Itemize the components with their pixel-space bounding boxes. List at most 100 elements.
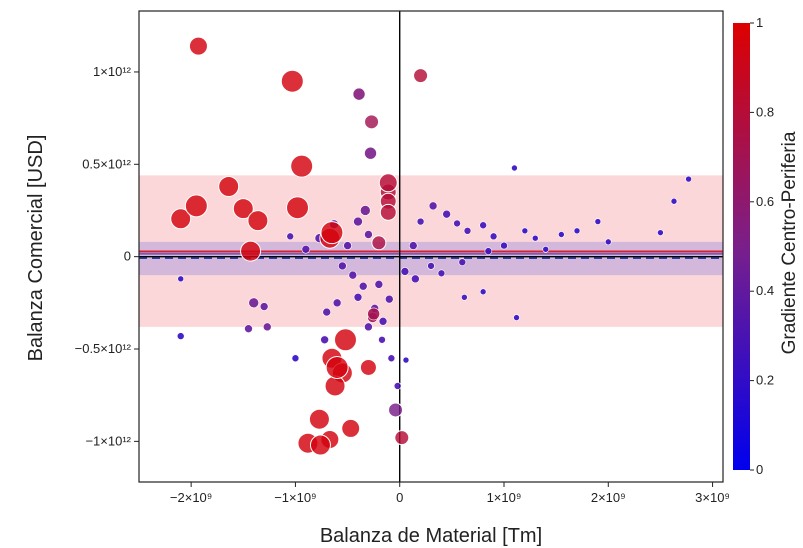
data-point <box>286 196 310 220</box>
data-point <box>358 281 368 291</box>
data-point <box>308 408 330 430</box>
x-axis-ticks: −2×10⁹ −1×10⁹ 0 1×10⁹ 2×10⁹ 3×10⁹ <box>170 482 730 505</box>
x-tick-label: −2×10⁹ <box>170 490 212 505</box>
data-point <box>290 154 314 178</box>
data-point <box>176 332 185 340</box>
x-tick-label: 0 <box>396 490 403 505</box>
y-tick-label: −1×10¹² <box>85 433 131 448</box>
data-point <box>542 245 550 253</box>
data-point <box>388 402 404 418</box>
data-point <box>394 430 410 446</box>
data-point <box>367 307 380 321</box>
y-tick-label: −0.5×10¹² <box>75 341 132 356</box>
data-point <box>240 240 262 262</box>
data-point <box>371 235 387 251</box>
data-point <box>458 258 467 267</box>
y-axis-ticks: 1×10¹² 0.5×10¹² 0 −0.5×10¹² −1×10¹² <box>75 64 139 448</box>
x-tick-label: 1×10⁹ <box>487 490 522 505</box>
y-tick-label: 1×10¹² <box>93 64 132 79</box>
data-point <box>387 354 396 363</box>
data-point <box>184 194 208 218</box>
data-point <box>400 267 410 276</box>
data-point <box>484 247 493 255</box>
colorbar-tick-label: 1 <box>756 15 763 30</box>
x-tick-label: 2×10⁹ <box>591 490 626 505</box>
data-point <box>309 434 331 456</box>
data-point <box>244 324 253 333</box>
data-point <box>364 114 380 130</box>
y-tick-label: 0 <box>124 249 131 264</box>
data-point <box>325 355 349 379</box>
data-point <box>461 293 468 301</box>
data-point <box>604 238 612 246</box>
data-point <box>218 175 240 197</box>
data-point <box>384 294 394 304</box>
y-axis-title: Balanza Comercial [USD] <box>25 135 47 362</box>
data-point <box>531 234 539 242</box>
data-point <box>685 175 692 183</box>
x-tick-label: −1×10⁹ <box>274 490 316 505</box>
plot-border <box>138 10 724 483</box>
data-point <box>513 314 520 321</box>
y-tick-label: 0.5×10¹² <box>82 156 131 171</box>
data-point <box>262 322 272 332</box>
colorbar-tick-label: 0.4 <box>756 283 774 298</box>
data-point <box>402 356 410 364</box>
colorbar-tick-label: 0.6 <box>756 194 774 209</box>
data-point <box>359 205 371 216</box>
data-point <box>489 232 498 241</box>
data-point <box>353 292 363 302</box>
data-point <box>427 262 435 270</box>
data-point <box>411 274 420 284</box>
data-point <box>416 217 425 226</box>
data-point <box>301 244 311 254</box>
data-point <box>479 221 487 230</box>
colorbar-title: Gradiente Centro-Periferia <box>779 131 800 354</box>
data-point <box>343 241 352 250</box>
data-point <box>453 219 461 228</box>
data-point <box>428 201 438 211</box>
data-point <box>374 280 384 289</box>
data-point <box>341 418 361 438</box>
data-point <box>177 275 185 283</box>
data-point <box>188 36 208 56</box>
data-point <box>320 221 344 245</box>
data-point <box>170 208 192 230</box>
colorbar-tick-label: 0.8 <box>756 104 774 119</box>
data-point <box>408 241 418 250</box>
data-point <box>322 307 332 317</box>
data-point <box>353 216 363 227</box>
data-point <box>332 298 342 308</box>
data-point <box>359 358 377 376</box>
x-axis-title: Balanza de Material [Tm] <box>320 525 542 547</box>
data-point <box>259 302 269 311</box>
data-point <box>378 317 388 326</box>
data-point <box>364 230 373 239</box>
x-tick-label: 3×10⁹ <box>695 490 730 505</box>
data-point <box>247 210 269 232</box>
data-point <box>437 269 446 278</box>
data-point <box>378 335 386 344</box>
data-point <box>291 354 300 363</box>
data-point <box>670 197 678 205</box>
data-point <box>479 288 487 296</box>
data-point <box>248 297 260 309</box>
data-point <box>352 87 366 101</box>
data-point <box>379 203 397 221</box>
data-point <box>393 382 402 390</box>
data-point <box>338 261 347 271</box>
data-point <box>442 209 451 219</box>
data-point <box>413 68 429 84</box>
colorbar-tick-label: 0 <box>756 462 763 477</box>
scatter-points <box>170 36 692 456</box>
data-point <box>657 229 664 236</box>
data-point <box>378 173 398 193</box>
data-point <box>333 328 357 352</box>
data-point <box>511 164 518 172</box>
data-point <box>558 231 565 238</box>
data-point <box>573 227 581 235</box>
data-point <box>348 270 358 280</box>
data-point <box>280 69 304 93</box>
colorbar-tick-label: 0.2 <box>756 373 774 388</box>
data-point <box>232 198 254 220</box>
